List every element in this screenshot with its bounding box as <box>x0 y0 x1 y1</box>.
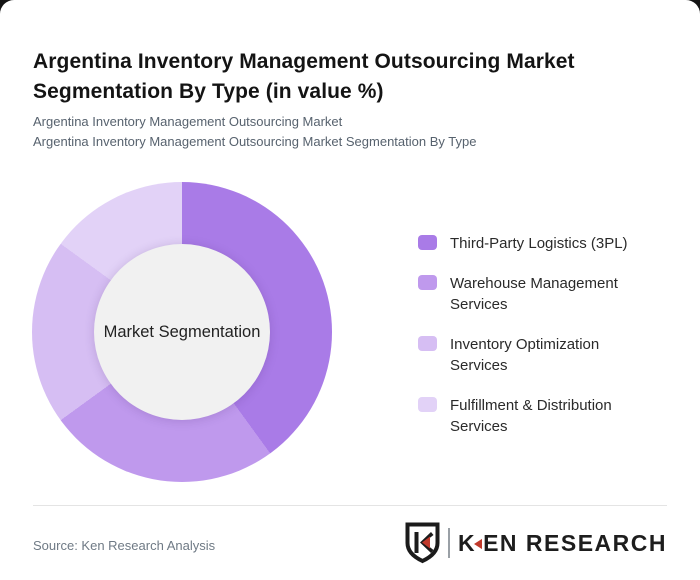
legend-label: Third-Party Logistics (3PL) <box>450 235 628 252</box>
logo-shield-icon <box>405 522 440 564</box>
legend-swatch <box>418 235 437 250</box>
logo-text-k: K <box>457 529 477 556</box>
legend-item: Third-Party Logistics (3PL) <box>418 233 668 254</box>
ken-research-logo: K EN RESEARCH <box>404 522 667 564</box>
legend-item: Inventory Optimization Services <box>418 334 668 376</box>
source-text: Source: Ken Research Analysis <box>33 538 216 553</box>
chart-center-label: Market Segmentation <box>103 322 261 341</box>
subtitle-block: Argentina Inventory Management Outsourci… <box>33 112 673 152</box>
logo-red-triangle-icon <box>474 537 483 549</box>
donut-hole: Market Segmentation <box>94 244 270 420</box>
subtitle-line-2: Argentina Inventory Management Outsourci… <box>33 134 477 149</box>
page-title: Argentina Inventory Management Outsourci… <box>33 50 575 104</box>
legend: Third-Party Logistics (3PL) Warehouse Man… <box>418 233 668 437</box>
logo-text: K EN RESEARCH <box>458 529 667 557</box>
logo-shield-red-triangle <box>421 536 430 549</box>
legend-swatch <box>418 336 437 351</box>
legend-swatch <box>418 397 437 412</box>
subtitle-line-1: Argentina Inventory Management Outsourci… <box>33 114 343 129</box>
legend-label: Inventory Optimization Services <box>450 336 600 374</box>
legend-item: Fulfillment & Distribution Services <box>418 395 668 437</box>
legend-swatch <box>418 275 437 290</box>
legend-label: Fulfillment & Distribution Services <box>450 397 612 435</box>
footer-divider <box>33 505 667 506</box>
legend-label: Warehouse Management Services <box>450 275 618 313</box>
legend-item: Warehouse Management Services <box>418 273 668 315</box>
donut-chart: Market Segmentation <box>32 182 332 482</box>
logo-text-rest: EN RESEARCH <box>483 529 667 556</box>
logo-divider <box>447 528 450 558</box>
